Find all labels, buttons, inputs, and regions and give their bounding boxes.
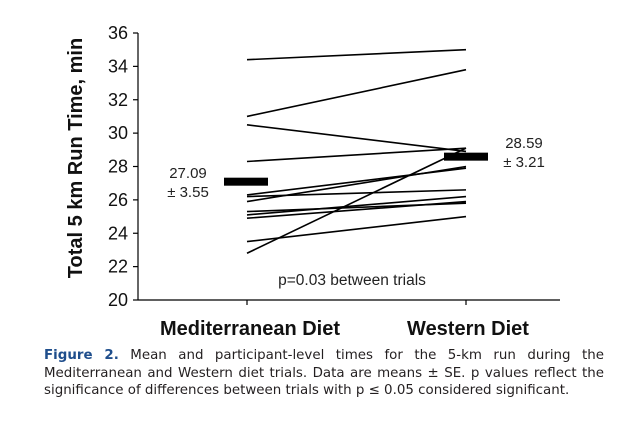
participant-line	[246, 195, 467, 216]
participant-lines	[246, 48, 467, 254]
participant-line	[246, 165, 467, 203]
caption-line-3: significance of differences between tria…	[44, 383, 570, 398]
caption-line-2: Mediterranean and Western diet trials. D…	[44, 365, 604, 381]
mean-markers	[224, 152, 488, 186]
figure-label: Figure 2.	[44, 348, 119, 363]
y-tick-label: 34	[108, 56, 128, 76]
y-tick-label: 30	[108, 123, 128, 143]
y-tick-label: 26	[108, 190, 128, 210]
y-tick-label: 28	[108, 157, 128, 177]
participant-line	[246, 123, 467, 153]
participant-line	[246, 68, 467, 118]
y-tick-label: 22	[108, 257, 128, 277]
participant-line	[246, 215, 467, 243]
participant-line	[246, 48, 467, 61]
mean-marker	[224, 177, 268, 186]
y-axis-label: Total 5 km Run Time, min	[65, 38, 87, 278]
y-tick-label: 24	[108, 223, 128, 243]
mean-label-western-se: ± 3.21	[503, 154, 545, 171]
caption-line-1: Mean and participant-level times for the…	[130, 348, 604, 363]
participant-line	[246, 147, 467, 163]
run-time-chart: 20 22 24 26 28 30 32 34 36 Total 5 km Run Time, …	[65, 23, 560, 340]
y-tick-label: 20	[108, 290, 128, 310]
x-axis	[138, 299, 560, 305]
y-tick-label: 36	[108, 23, 128, 43]
mean-label-mediterranean-se: ± 3.55	[167, 184, 209, 201]
mean-label-mediterranean-value: 27.09	[169, 165, 207, 182]
figure-caption: Figure 2. Mean and participant-level tim…	[44, 347, 604, 400]
p-value-annotation: p=0.03 between trials	[278, 272, 426, 289]
y-tick-label: 32	[108, 90, 128, 110]
y-axis: 20 22 24 26 28 30 32 34 36	[108, 23, 139, 310]
participant-line	[246, 147, 467, 254]
mean-label-western-value: 28.59	[505, 135, 543, 152]
mean-marker	[444, 152, 488, 161]
participant-line	[246, 202, 467, 213]
x-category-label: Mediterranean Diet	[160, 318, 340, 340]
x-category-label: Western Diet	[407, 318, 529, 340]
